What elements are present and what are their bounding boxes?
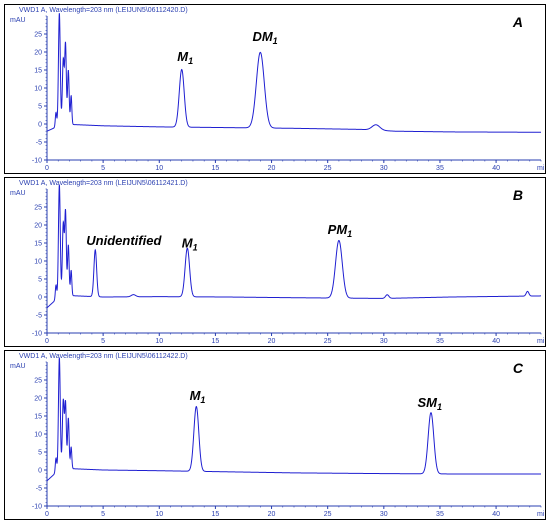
x-tick-label: 10 — [155, 338, 163, 345]
panel-label: B — [512, 187, 523, 203]
peak-label: DM1 — [252, 29, 277, 46]
x-tick-label: 25 — [324, 511, 332, 518]
y-tick-label: 10 — [34, 259, 42, 266]
y-tick-label: -10 — [32, 158, 42, 165]
panel-header: VWD1 A, Wavelength=203 nm (LEIJUN5\06112… — [19, 7, 188, 14]
x-tick-label: 30 — [380, 165, 388, 172]
peak-label-subscript: 1 — [437, 402, 442, 412]
y-tick-label: 10 — [34, 432, 42, 439]
y-tick-label: 15 — [34, 414, 42, 421]
chromatogram-plot: -10 -5 0 5 10 15 20 25 0 5 10 15 20 25 30 35 40 mi Unident… — [32, 184, 545, 345]
y-tick-label: 25 — [34, 205, 42, 212]
y-axis-label: mAU — [10, 363, 26, 370]
panel-header: VWD1 A, Wavelength=203 nm (LEIJUN5\06112… — [19, 353, 188, 360]
peak-label: PM1 — [328, 222, 353, 239]
x-tick-label: 10 — [155, 511, 163, 518]
x-tick-label: 40 — [492, 338, 500, 345]
peak-label-subscript: 1 — [193, 242, 198, 252]
x-tick-label: 30 — [380, 338, 388, 345]
peak-label-subscript: 1 — [200, 395, 205, 405]
chromatogram-panel-c: VWD1 A, Wavelength=203 nm (LEIJUN5\06112… — [4, 350, 546, 520]
x-tick-label: 35 — [436, 338, 444, 345]
y-tick-label: 15 — [34, 68, 42, 75]
y-tick-label: 20 — [34, 50, 42, 57]
peak-label-subscript: 1 — [188, 56, 193, 66]
y-tick-label: 5 — [38, 277, 42, 284]
x-axis-unit: mi — [537, 511, 545, 518]
x-tick-label: 20 — [268, 338, 276, 345]
x-tick-label: 5 — [101, 165, 105, 172]
x-tick-label: 0 — [45, 511, 49, 518]
chromatogram-trace — [46, 13, 541, 133]
chromatogram-panel-a: VWD1 A, Wavelength=203 nm (LEIJUN5\06112… — [4, 4, 546, 174]
peak-label-subscript: 1 — [273, 36, 278, 46]
x-tick-label: 15 — [212, 338, 220, 345]
x-tick-label: 5 — [101, 338, 105, 345]
x-tick-label: 20 — [268, 165, 276, 172]
y-tick-label: -10 — [32, 504, 42, 511]
peak-label: SM1 — [418, 395, 443, 412]
x-tick-label: 35 — [436, 511, 444, 518]
y-tick-label: -10 — [32, 331, 42, 338]
x-tick-label: 20 — [268, 511, 276, 518]
x-tick-label: 30 — [380, 511, 388, 518]
x-axis-unit: mi — [537, 165, 545, 172]
peak-label: M1 — [182, 235, 198, 252]
y-tick-label: 5 — [38, 450, 42, 457]
peak-label: M1 — [190, 388, 206, 405]
x-tick-label: 40 — [492, 165, 500, 172]
peak-label-main: SM — [418, 395, 439, 410]
x-axis-unit: mi — [537, 338, 545, 345]
peak-label-main: DM — [252, 29, 273, 44]
x-tick-label: 15 — [212, 165, 220, 172]
peak-label-main: M — [190, 388, 202, 403]
y-tick-label: 20 — [34, 223, 42, 230]
chromatogram-panel-b: VWD1 A, Wavelength=203 nm (LEIJUN5\06112… — [4, 177, 546, 347]
y-tick-label: 5 — [38, 104, 42, 111]
y-tick-label: 20 — [34, 396, 42, 403]
peak-label-subscript: 1 — [347, 229, 352, 239]
peak-label: Unidentified — [86, 233, 162, 248]
y-tick-label: -5 — [36, 313, 42, 320]
x-tick-label: 25 — [324, 165, 332, 172]
x-tick-label: 35 — [436, 165, 444, 172]
y-tick-label: -5 — [36, 140, 42, 147]
y-axis-label: mAU — [10, 190, 26, 197]
y-tick-label: 0 — [38, 122, 42, 129]
peak-label-main: PM — [328, 222, 349, 237]
y-tick-label: -5 — [36, 486, 42, 493]
peak-label-main: M — [177, 49, 189, 64]
panel-label: C — [512, 360, 523, 376]
y-tick-label: 25 — [34, 378, 42, 385]
y-tick-label: 25 — [34, 32, 42, 39]
chromatogram-trace — [46, 184, 541, 309]
y-axis-label: mAU — [10, 17, 26, 24]
panel-header: VWD1 A, Wavelength=203 nm (LEIJUN5\06112… — [19, 180, 188, 187]
x-tick-label: 0 — [45, 165, 49, 172]
y-tick-label: 0 — [38, 468, 42, 475]
x-tick-label: 0 — [45, 338, 49, 345]
y-tick-label: 0 — [38, 295, 42, 302]
y-tick-label: 10 — [34, 86, 42, 93]
x-tick-label: 15 — [212, 511, 220, 518]
x-tick-label: 40 — [492, 511, 500, 518]
x-tick-label: 5 — [101, 511, 105, 518]
x-tick-label: 10 — [155, 165, 163, 172]
x-tick-label: 25 — [324, 338, 332, 345]
y-tick-label: 15 — [34, 241, 42, 248]
chromatogram-trace — [46, 357, 541, 482]
panel-label: A — [512, 14, 523, 30]
peak-label: M1 — [177, 49, 193, 66]
peak-label-main: Unidentified — [86, 233, 162, 248]
peak-label-main: M — [182, 235, 194, 250]
